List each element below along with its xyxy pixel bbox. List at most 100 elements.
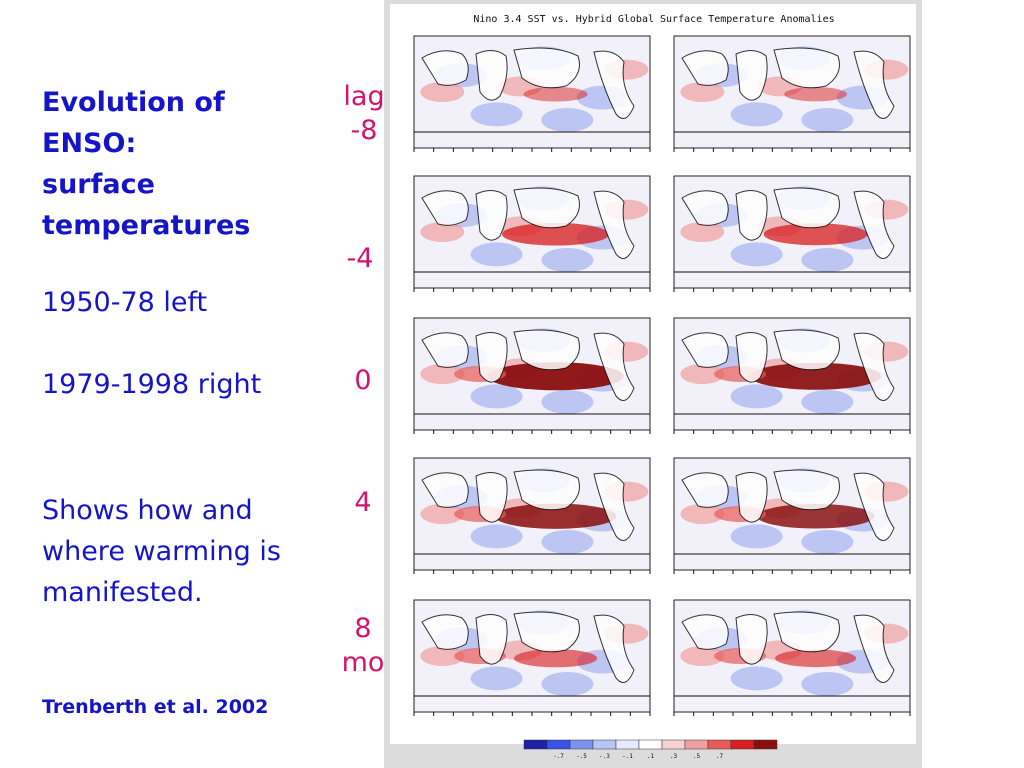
lag-label-8: 8 mo — [333, 612, 393, 680]
lag-label-4: 4 — [354, 487, 372, 518]
explanation-note: Shows how and where warming is manifeste… — [42, 490, 281, 613]
pacific-warm-tongue — [514, 649, 598, 668]
pacific-warm-tongue — [487, 362, 624, 391]
continent-outline — [421, 611, 635, 683]
map-panel — [673, 457, 911, 574]
cool-anomaly — [470, 102, 523, 127]
colorbar-tick-label: .3 — [670, 753, 678, 760]
warm-anomaly — [680, 646, 725, 666]
cool-anomaly — [541, 108, 594, 132]
title-line-1: Evolution of — [42, 87, 225, 118]
colorbar-swatch — [615, 739, 640, 750]
map-panel — [673, 317, 911, 434]
citation: Trenberth et al. 2002 — [42, 696, 269, 718]
note-line-3: manifested. — [42, 577, 203, 608]
continent-outline — [681, 469, 895, 541]
map-panel — [413, 457, 651, 574]
colorbar-tick-label: .1 — [647, 753, 655, 760]
cool-anomaly — [730, 524, 783, 549]
cool-anomaly — [541, 672, 594, 696]
colorbar-tick-label: -.3 — [599, 753, 610, 760]
period-right-label: 1979-1998 right — [42, 369, 262, 400]
continent-outline — [681, 187, 895, 259]
cool-anomaly — [801, 530, 854, 554]
title-line-2: ENSO: — [42, 128, 137, 159]
lag-label-minus4: -4 — [346, 243, 374, 274]
cool-anomaly — [730, 102, 783, 127]
cool-anomaly — [730, 666, 783, 691]
enso-correlation-figure: Nino 3.4 SST vs. Hybrid Global Surface T… — [384, 0, 922, 768]
note-line-2: where warming is — [42, 536, 281, 567]
pacific-warm-tongue — [523, 86, 588, 102]
cool-anomaly — [730, 384, 783, 409]
pacific-warm-tongue — [784, 87, 847, 102]
colorbar-tick-label: -.1 — [622, 753, 633, 760]
warm-anomaly — [680, 504, 725, 524]
cool-anomaly — [801, 248, 854, 272]
title-line-3: surface — [42, 169, 155, 200]
cool-anomaly — [470, 666, 523, 691]
map-panel — [413, 35, 651, 152]
colorbar-swatch — [661, 739, 686, 750]
colorbar-swatch — [592, 739, 617, 750]
cool-anomaly — [470, 524, 523, 549]
colorbar: -.7 -.5 -.3 -.1 .1 .3 .5 .7 — [523, 739, 778, 760]
figure-title: Nino 3.4 SST vs. Hybrid Global Surface T… — [473, 14, 834, 25]
cool-anomaly — [470, 242, 523, 267]
cool-anomaly — [801, 390, 854, 414]
colorbar-swatch — [730, 739, 755, 750]
colorbar-swatch — [707, 739, 732, 750]
continent-outline — [421, 187, 635, 259]
continent-outline — [681, 611, 895, 683]
lag-label-8-text: 8 mo — [341, 613, 385, 678]
cool-anomaly — [541, 390, 594, 414]
warm-anomaly — [420, 504, 465, 524]
continent-outline — [421, 469, 635, 541]
map-panel — [673, 35, 911, 152]
slide-title: Evolution of ENSO: surface temperatures — [42, 82, 250, 246]
map-panel — [413, 317, 651, 434]
pacific-warm-tongue — [763, 223, 868, 246]
colorbar-swatch — [638, 739, 663, 750]
colorbar-swatch — [523, 739, 548, 750]
continent-outline — [681, 47, 895, 119]
cool-anomaly — [801, 672, 854, 696]
colorbar-swatch — [753, 739, 778, 750]
colorbar-tick-label: .7 — [716, 753, 724, 760]
colorbar-swatch — [684, 739, 709, 750]
pacific-warm-tongue — [775, 649, 857, 668]
colorbar-swatch — [569, 739, 594, 750]
map-panel — [413, 599, 651, 716]
continent-outline — [421, 329, 635, 401]
continent-outline — [681, 329, 895, 401]
warm-anomaly — [680, 222, 725, 242]
map-panel — [673, 599, 911, 716]
colorbar-swatch — [546, 739, 571, 750]
period-left-label: 1950-78 left — [42, 287, 208, 318]
lag-label-minus8-text: lag -8 — [343, 81, 385, 146]
lag-label-0: 0 — [354, 365, 372, 396]
figure-canvas: Nino 3.4 SST vs. Hybrid Global Surface T… — [390, 4, 916, 760]
warm-anomaly — [420, 222, 465, 242]
pacific-warm-tongue — [502, 222, 610, 246]
map-panel — [413, 175, 651, 292]
warm-anomaly — [680, 82, 725, 102]
note-line-1: Shows how and — [42, 495, 253, 526]
cool-anomaly — [730, 242, 783, 267]
colorbar-tick-label: -.5 — [576, 753, 587, 760]
colorbar-tick-label: .5 — [693, 753, 701, 760]
map-panel — [673, 175, 911, 292]
title-line-4: temperatures — [42, 210, 251, 241]
warm-anomaly — [420, 364, 465, 384]
continent-outline — [421, 47, 635, 119]
map-panels — [413, 35, 911, 716]
cool-anomaly — [541, 248, 594, 272]
cool-anomaly — [801, 108, 854, 132]
cool-anomaly — [541, 530, 594, 554]
lag-label-minus8: lag -8 — [334, 80, 394, 148]
colorbar-tick-label: -.7 — [553, 753, 564, 760]
warm-anomaly — [680, 364, 725, 384]
pacific-warm-tongue — [750, 362, 882, 390]
warm-anomaly — [420, 646, 465, 666]
cool-anomaly — [470, 384, 523, 409]
